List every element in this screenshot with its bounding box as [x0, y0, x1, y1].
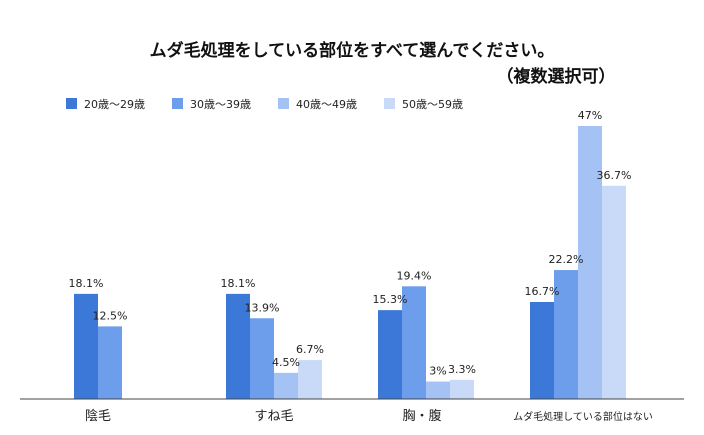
bar-2-3 [450, 379, 474, 399]
bar-1-3 [298, 360, 322, 399]
data-label-2-0: 15.3% [373, 293, 408, 306]
bar-2-1 [402, 286, 426, 399]
data-label-2-3: 3.3% [448, 363, 476, 376]
data-label-0-1: 12.5% [93, 309, 128, 322]
data-label-1-1: 13.9% [245, 301, 280, 314]
data-label-1-2: 4.5% [272, 356, 300, 369]
bar-1-0 [226, 293, 250, 399]
category-label-1: すね毛 [254, 409, 293, 424]
bar-3-2 [578, 126, 602, 399]
chart-subtitle: （複数選択可） [497, 66, 616, 87]
legend-label-2: 40歳〜49歳 [296, 98, 357, 111]
bar-3-0 [530, 301, 554, 399]
data-label-3-1: 22.2% [549, 253, 584, 266]
legend-swatch-1 [172, 98, 183, 109]
data-label-3-0: 16.7% [525, 285, 560, 298]
data-label-3-2: 47% [578, 109, 602, 122]
data-label-0-0: 18.1% [69, 277, 104, 290]
chart-title: ムダ毛処理をしている部位をすべて選んでください。 [150, 40, 555, 61]
bars-group [74, 126, 626, 399]
data-labels-group: 18.1% 12.5% 18.1% 13.9% 4.5%6.7% 15.3% 19.4% 3%… [69, 109, 632, 378]
bar-2-2 [426, 381, 450, 399]
bar-2-0 [378, 310, 402, 399]
legend-swatch-3 [384, 98, 395, 109]
category-label-2: 胸・腹 [402, 408, 441, 424]
bar-1-2 [274, 372, 298, 399]
data-label-1-0: 18.1% [221, 277, 256, 290]
category-label-0: 陰毛 [85, 409, 111, 424]
data-label-2-1: 19.4% [397, 269, 432, 282]
category-labels-group: 陰毛 すね毛 胸・腹 ムダ毛処理している部位はない [85, 408, 653, 424]
data-label-3-3: 36.7% [597, 169, 632, 182]
legend-swatch-2 [278, 98, 289, 109]
legend-label-3: 50歳〜59歳 [402, 98, 463, 111]
legend-swatch-0 [66, 98, 77, 109]
legend: 20歳〜29歳 30歳〜39歳 40歳〜49歳 50歳〜59歳 [66, 98, 463, 111]
bar-1-1 [250, 318, 274, 399]
legend-label-1: 30歳〜39歳 [190, 98, 251, 111]
bar-3-3 [602, 185, 626, 399]
data-label-2-2: 3% [429, 365, 446, 378]
data-label-1-3: 6.7% [296, 343, 324, 356]
bar-3-1 [554, 270, 578, 399]
category-label-3: ムダ毛処理している部位はない [513, 410, 653, 423]
bar-0-0 [74, 293, 98, 399]
legend-label-0: 20歳〜29歳 [84, 98, 145, 111]
bar-0-1 [98, 326, 122, 399]
